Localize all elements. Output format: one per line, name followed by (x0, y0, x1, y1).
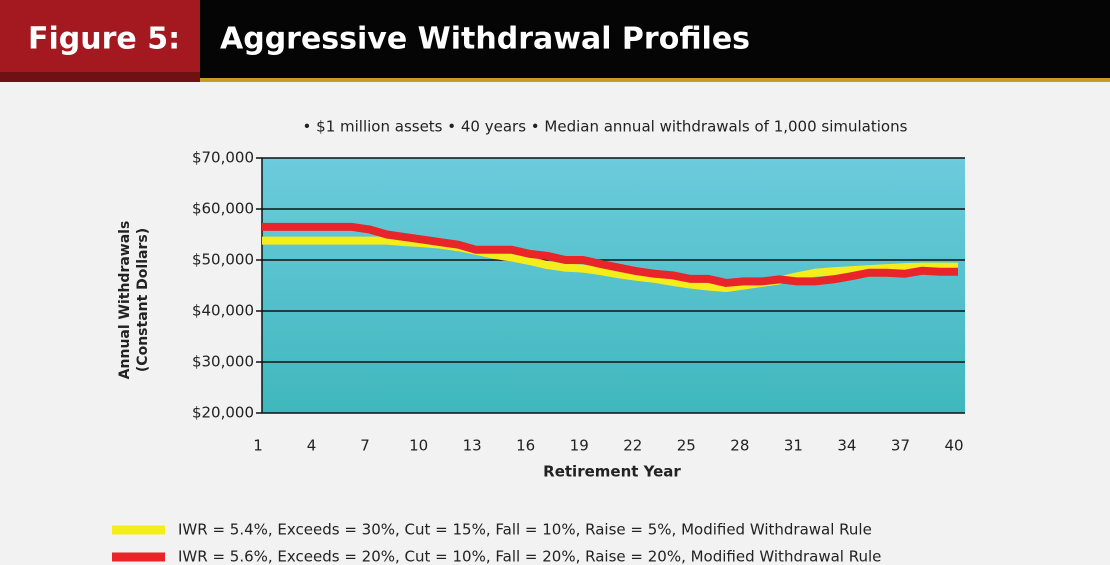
subtitle: • $1 million assets • 40 years • Median … (303, 118, 908, 136)
x-tick-label: 19 (570, 437, 589, 455)
x-tick-label: 7 (360, 437, 370, 455)
y-tick-label: $30,000 (192, 353, 254, 371)
plot-background (262, 158, 965, 413)
x-tick-label: 22 (623, 437, 642, 455)
figure-label: Figure 5: (28, 22, 180, 57)
figure-label-underline (0, 72, 200, 82)
y-tick-label: $70,000 (192, 149, 254, 167)
x-axis-label: Retirement Year (543, 463, 681, 481)
x-tick-label: 37 (891, 437, 910, 455)
y-tick-label: $40,000 (192, 302, 254, 320)
x-tick-label: 28 (730, 437, 749, 455)
chart-title: Aggressive Withdrawal Profiles (220, 22, 750, 57)
x-tick-label: 31 (784, 437, 803, 455)
y-axis-label: (Constant Dollars) (135, 228, 151, 372)
y-tick-label: $60,000 (192, 200, 254, 218)
header-rule (200, 78, 1110, 82)
x-tick-label: 16 (516, 437, 535, 455)
x-tick-label: 13 (463, 437, 482, 455)
x-tick-label: 1 (253, 437, 263, 455)
x-tick-label: 34 (837, 437, 856, 455)
x-tick-label: 25 (677, 437, 696, 455)
legend-label: IWR = 5.6%, Exceeds = 20%, Cut = 10%, Fa… (178, 548, 881, 565)
x-tick-label: 10 (409, 437, 428, 455)
y-tick-label: $50,000 (192, 251, 254, 269)
y-tick-label: $20,000 (192, 404, 254, 422)
legend-label: IWR = 5.4%, Exceeds = 30%, Cut = 15%, Fa… (178, 521, 872, 539)
data-line (262, 222, 958, 287)
x-tick-label: 40 (944, 437, 963, 455)
figure-label-box (0, 0, 200, 72)
x-tick-label: 4 (307, 437, 317, 455)
data-line (262, 236, 958, 293)
y-axis-label: Annual Withdrawals (117, 221, 133, 380)
